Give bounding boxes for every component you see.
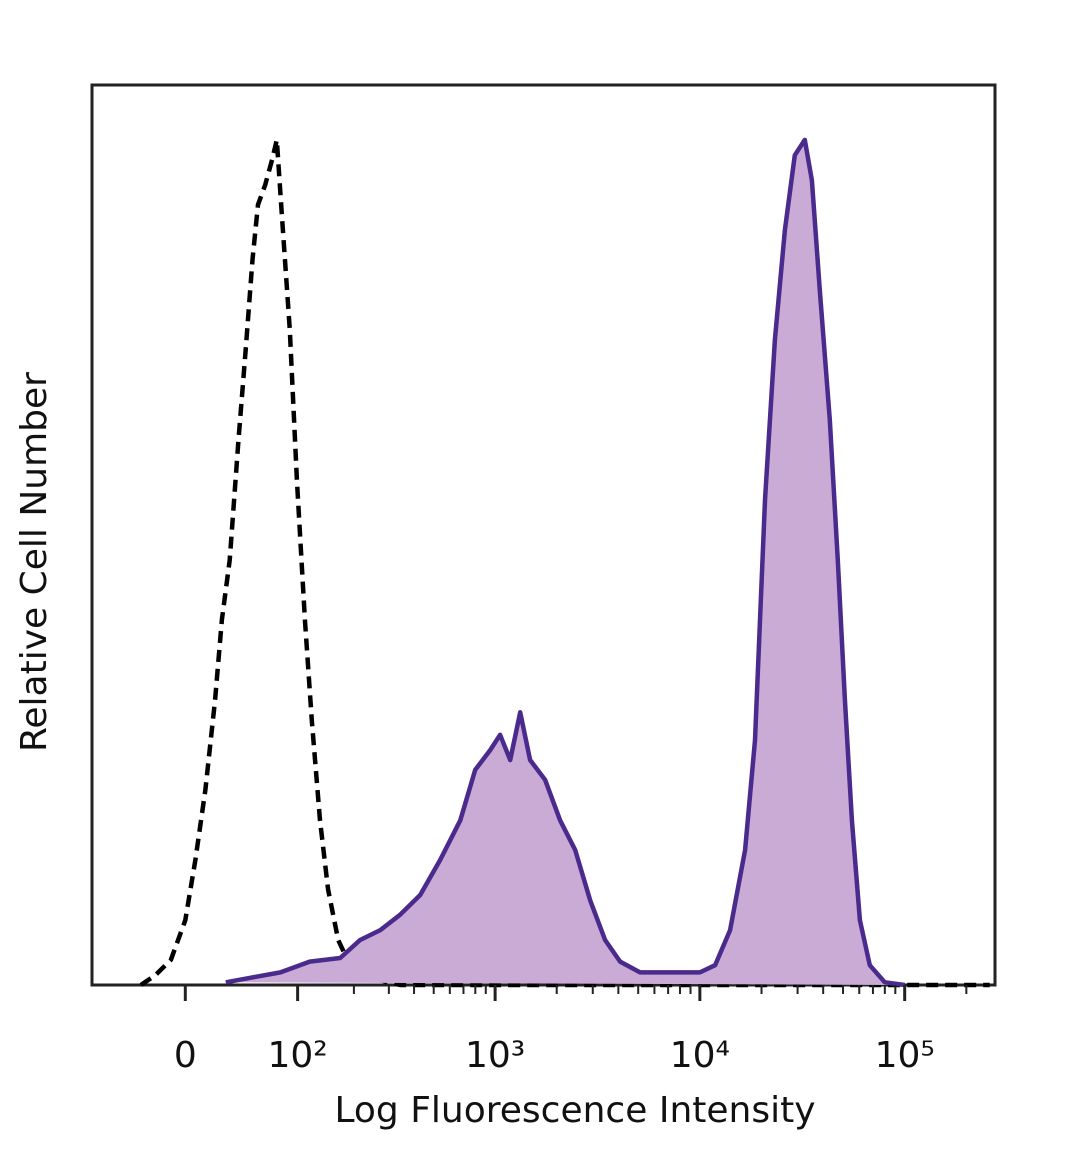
x-tick-label: 10⁴ bbox=[670, 1035, 730, 1076]
stained-histogram bbox=[225, 137, 906, 988]
x-tick-label: 10⁵ bbox=[875, 1035, 935, 1076]
x-tick-label: 10² bbox=[268, 1035, 328, 1076]
x-tick-label: 0 bbox=[174, 1035, 197, 1076]
series-layer bbox=[139, 137, 990, 988]
control-histogram bbox=[139, 137, 990, 988]
x-axis-title: Log Fluorescence Intensity bbox=[334, 1090, 815, 1131]
y-axis-title: Relative Cell Number bbox=[14, 372, 55, 752]
x-tick-label: 10³ bbox=[465, 1035, 525, 1076]
